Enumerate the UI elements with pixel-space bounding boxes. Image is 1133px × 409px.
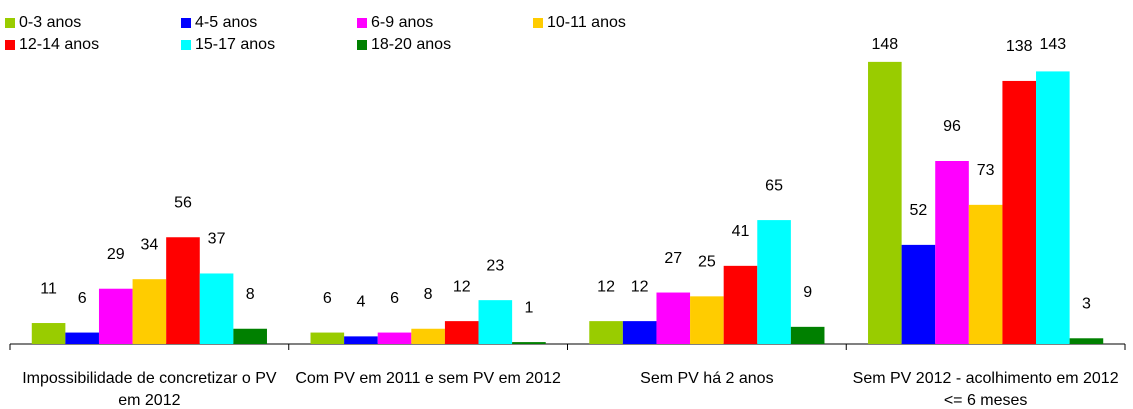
value-label: 29 [107,246,125,263]
bar [1036,71,1070,344]
x-tick-label: Sem PV 2012 - acolhimento em 2012 <= 6 m… [852,370,1119,409]
value-label: 96 [943,118,961,135]
legend-item: 4-5 anos [181,12,357,34]
value-label: 12 [597,278,615,295]
bar [1002,80,1037,344]
value-label: 9 [803,284,812,301]
value-label: 23 [486,257,504,274]
x-tick-label: Impossibilidade de concretizar o PV em 2… [22,370,277,409]
legend-item: 18-20 anos [357,34,533,56]
value-label: 37 [208,231,226,248]
x-tick-label: Com PV em 2011 e sem PV em 2012 [295,370,561,387]
bar [377,332,412,344]
value-label: 3 [1082,296,1091,313]
legend-label: 18-20 anos [371,36,452,53]
legend-item: 15-17 anos [181,34,357,56]
bar [723,265,758,344]
value-label: 27 [664,250,682,267]
bar [199,273,234,344]
bar [98,288,133,344]
value-label: 41 [732,223,750,240]
legend-label: 15-17 anos [195,36,276,53]
legend: 0-3 anos 4-5 anos 6-9 anos 10-11 anos 12-14 … [5,12,725,56]
legend-label: 10-11 anos [547,14,626,31]
legend-swatch [5,40,15,50]
bar [512,342,546,344]
value-label: 34 [140,236,158,253]
bar [868,61,902,344]
legend-item: 6-9 anos [357,12,533,34]
bar [444,321,479,344]
bar [166,237,200,344]
x-tick-label: Sem PV há 2 anos [640,370,774,387]
bar [622,321,657,344]
legend-swatch [5,18,15,28]
value-label: 4 [356,294,365,311]
legend-label: 6-9 anos [371,14,434,31]
value-label: 1 [524,299,533,316]
bar [935,161,969,344]
legend-swatch [533,18,543,28]
bar [968,204,1003,344]
value-label: 65 [765,177,783,194]
legend-swatch [357,18,367,28]
bar [656,292,691,344]
value-label: 12 [453,278,471,295]
value-label: 11 [40,280,57,297]
value-label: 6 [78,290,87,307]
bar [310,332,345,344]
value-label: 138 [1006,38,1033,55]
legend-label: 12-14 anos [19,36,100,53]
bar [1069,338,1104,344]
bar [478,300,513,344]
value-label: 12 [631,278,649,295]
bar [757,220,791,344]
bar [31,323,66,344]
bar [65,332,99,344]
bar [901,244,936,344]
legend-label: 4-5 anos [195,14,258,31]
bar [690,296,724,344]
legend-label: 0-3 anos [19,14,82,31]
value-label: 148 [871,36,898,53]
legend-item: 12-14 anos [5,34,181,56]
bar [589,321,623,344]
legend-item: 0-3 anos [5,12,181,34]
value-label: 143 [1039,36,1066,53]
bar [790,326,825,344]
bar [132,279,167,344]
bar [411,328,445,344]
value-label: 6 [390,290,399,307]
value-label: 25 [698,254,716,271]
value-label: 56 [174,194,192,211]
value-label: 52 [910,202,928,219]
bar [233,328,267,344]
legend-item: 10-11 anos [533,12,709,34]
value-label: 8 [424,286,433,303]
bar [344,336,378,344]
legend-swatch [181,40,191,50]
value-label: 6 [323,290,332,307]
value-label: 8 [246,286,255,303]
value-label: 73 [977,162,995,179]
legend-swatch [357,40,367,50]
legend-swatch [181,18,191,28]
